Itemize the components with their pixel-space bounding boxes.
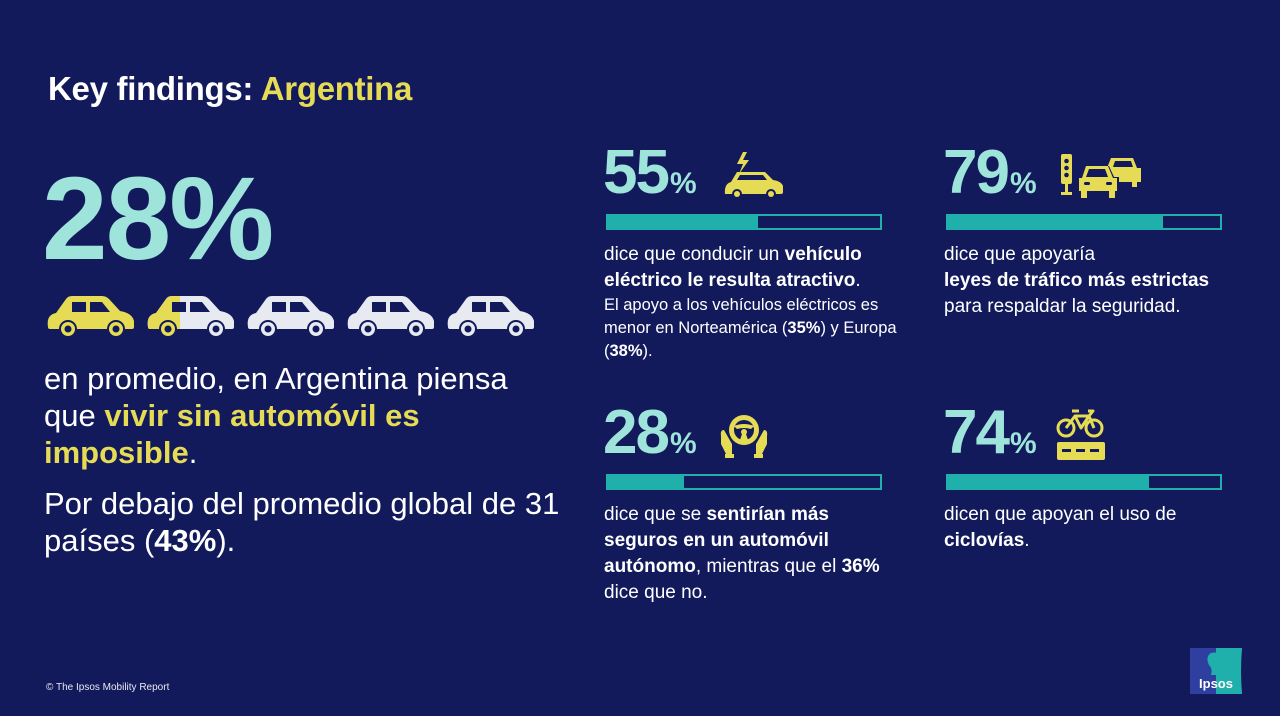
progress-fill [948,216,1163,228]
hero-comparison: Por debajo del promedio global de 31 paí… [44,485,564,559]
stat-description: dicen que apoyan el uso de ciclovías. [944,502,1244,554]
note-text: El apoyo a los vehículos eléctricos es m… [604,296,879,337]
stat-value: 79% [943,142,1037,204]
desc-end: . [1024,530,1030,551]
stat-number: 74 [943,398,1010,467]
desc-text-2: , mientras que el [695,556,842,577]
desc-text: dice que apoyaría [944,244,1096,265]
stat-progress-bar [606,214,882,230]
note-end: ). [642,342,653,360]
desc-bold: vehículo eléctrico le resulta atractivo [604,244,862,291]
stat-bike-lanes: 74% dicen que apoyan el uso de ciclovías… [943,402,1263,562]
stat-value: 74% [943,402,1037,464]
stat-unit: % [1009,167,1037,200]
stat-note: El apoyo a los vehículos eléctricos es m… [604,294,904,363]
stat-value: 28% [603,402,697,464]
desc-text: dicen que apoyan el uso de [944,504,1177,525]
car-icon-empty [347,296,434,338]
hands-steering-wheel-icon [720,415,768,458]
title-country: Argentina [260,70,413,107]
progress-fill [608,476,685,488]
global-average-value: 43% [154,523,217,558]
north-america-value: 35% [787,319,821,337]
hero-sub-end: ). [216,523,236,558]
hero-lead-text: en promedio, en Argentina piensa que [44,361,508,433]
stat-description: dice que conducir un vehículo eléctrico … [604,242,904,363]
stat-electric-vehicle: 55% dice que conducir un vehículo eléctr… [603,142,923,362]
title-prefix: Key findings: [48,70,254,107]
desc-text: dice que conducir un [604,244,785,265]
car-icon-filled [47,296,134,338]
ipsos-logo: Ipsos [1190,648,1242,694]
stat-number: 55 [603,138,670,207]
stat-unit: % [669,167,697,200]
car-icon-empty [447,296,534,338]
stat-number: 79 [943,138,1010,207]
europe-value: 38% [609,342,643,360]
traffic-light-cars-icon [1061,154,1141,198]
page-title: Key findings: Argentina [48,70,412,108]
copyright-footer: © The Ipsos Mobility Report [46,682,170,693]
hero-lead-highlight: vivir sin automóvil es imposible [44,398,420,470]
desc-bold: leyes de tráfico más estrictas [944,270,1210,291]
note-text-2: ) y Europa ( [604,319,897,360]
disagree-value: 36% [841,556,880,577]
car-icon-partial [147,296,234,338]
progress-fill [948,476,1150,488]
stat-unit: % [1009,427,1037,460]
stat-autonomous-car: 28% dice que se sentirían más seguros en… [603,402,923,612]
stat-description: dice que apoyaría leyes de tráfico más es… [944,242,1244,320]
stat-progress-bar [946,474,1222,490]
stat-traffic-laws: 79% dice que apoyaría leyes de tráfico má… [943,142,1263,342]
desc-end: . [855,270,861,291]
progress-fill [608,216,758,228]
desc-bold: sentirían más seguros en un automóvil au… [604,504,829,577]
stat-value: 55% [603,142,697,204]
desc-text: dice que se [604,504,707,525]
stat-description: dice que se sentirían más seguros en un … [604,502,904,606]
hero-percentage: 28% [42,153,274,285]
stat-unit: % [669,427,697,460]
bike-lane-icon [1056,409,1105,460]
car-icon-empty [247,296,334,338]
stat-progress-bar [946,214,1222,230]
desc-end: dice que no. [604,582,708,603]
desc-bold: ciclovías [944,530,1025,551]
hero-sub-text: Por debajo del promedio global de 31 paí… [44,486,560,558]
desc-end: para respaldar la seguridad. [944,296,1181,317]
hero-description: en promedio, en Argentina piensa que viv… [44,360,564,471]
hero-lead-end: . [188,435,198,470]
car-pictogram-row [44,293,536,339]
stat-number: 28 [603,398,670,467]
logo-text: Ipsos [1199,676,1233,691]
electric-car-icon [724,152,783,199]
stat-progress-bar [606,474,882,490]
